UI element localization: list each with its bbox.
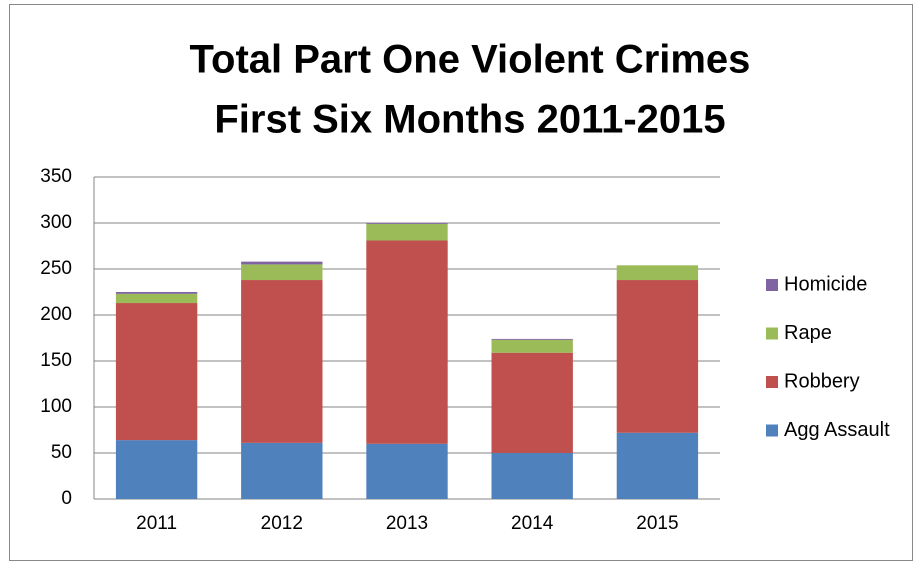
chart-title: Total Part One Violent Crimes — [190, 38, 751, 82]
bar-segment — [115, 303, 198, 441]
bar-segment — [115, 440, 198, 499]
bar-segment — [491, 453, 573, 499]
legend-label: Homicide — [784, 273, 867, 295]
bar-segment — [616, 265, 699, 281]
legend-swatch — [766, 376, 778, 388]
y-tick-label: 100 — [40, 396, 72, 417]
bar-segment — [366, 443, 448, 499]
x-tick-label: 2013 — [386, 513, 428, 534]
bar-segment — [616, 280, 699, 433]
y-tick-label: 150 — [40, 350, 72, 371]
legend-label: Rape — [784, 322, 832, 344]
bar-segment — [241, 280, 323, 443]
y-tick-label: 300 — [40, 212, 72, 233]
bar-segment — [115, 293, 198, 304]
y-tick-label: 250 — [40, 258, 72, 279]
bar-segment — [491, 339, 573, 353]
x-tick-label: 2014 — [511, 513, 554, 534]
x-tick-label: 2015 — [636, 513, 678, 534]
legend-label: Robbery — [784, 370, 860, 392]
bar-segment — [241, 264, 323, 281]
y-tick-label: 50 — [51, 442, 72, 463]
x-tick-label: 2011 — [136, 513, 177, 534]
bar-segment — [491, 338, 573, 340]
y-tick-label: 0 — [61, 488, 72, 509]
bar-segment — [366, 223, 448, 241]
bar-segment — [366, 223, 448, 224]
bar-segment — [241, 261, 323, 265]
legend-swatch — [766, 279, 778, 291]
bar-segment — [616, 432, 699, 499]
bar-segment — [491, 352, 573, 453]
bar-segment — [115, 292, 198, 294]
x-tick-label: 2012 — [261, 513, 303, 534]
legend-swatch — [766, 327, 778, 340]
legend-swatch — [766, 424, 778, 437]
legend-label: Agg Assault — [784, 419, 890, 441]
chart-title: First Six Months 2011-2015 — [214, 98, 725, 142]
bar-segment — [241, 442, 323, 499]
y-tick-label: 350 — [40, 166, 72, 187]
y-tick-label: 200 — [40, 304, 72, 325]
bar-segment — [366, 240, 448, 444]
